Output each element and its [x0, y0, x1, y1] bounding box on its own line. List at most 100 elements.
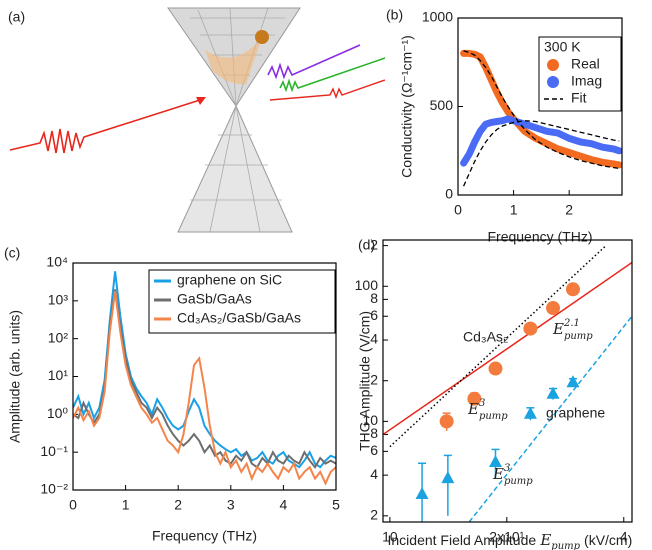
y-tick-label: 1000 [422, 9, 453, 25]
symbol-sub: pump [504, 476, 533, 487]
x-axis-label: Incident Field Amplitude Epump (kV/cm) [388, 531, 633, 550]
x-axis-label: Frequency (THz) [152, 528, 257, 544]
fermi-surface [205, 37, 262, 85]
symbol-base: E [552, 320, 564, 338]
y-tick-label: 10⁻¹ [40, 443, 68, 459]
y-tick-label: 100 [355, 277, 379, 293]
y-tick-label: 6 [370, 307, 378, 323]
data-point [546, 301, 561, 316]
dirac-cone-illustration: (a) [8, 7, 386, 233]
y-tick-label: 10⁻² [40, 481, 68, 497]
y-tick-label: 2 [370, 236, 378, 252]
x-tick-label: 2x10¹ [489, 529, 524, 545]
y-tick-label: 2 [370, 371, 378, 387]
data-point [523, 406, 537, 419]
y-tick-label: 500 [430, 97, 454, 113]
symbol-sub: pump [551, 541, 580, 550]
symbol-sub: pump [564, 331, 593, 342]
fit-line [468, 315, 632, 522]
legend-label: graphene on SiC [177, 272, 282, 288]
fit-line [389, 245, 607, 448]
electron [255, 30, 269, 44]
arrowhead [196, 97, 206, 105]
data-point [439, 414, 454, 429]
y-axis-label: THG Amplitude (V/cm) [357, 311, 373, 451]
data-point [523, 321, 538, 336]
data-point [566, 375, 580, 388]
third-harmonic-wave [267, 44, 361, 80]
legend-marker [547, 76, 559, 88]
panel: (b) 0 1 2 0 500 1000 Frequency (THz) Conductivit… [386, 7, 623, 245]
symbol-sup: 2.1 [563, 318, 580, 329]
annotation: graphene [546, 405, 605, 421]
series-line [73, 291, 336, 486]
legend-label: GaSb/GaAs [177, 291, 252, 307]
legend-label: Cd₃As₂/GaSb/GaAs [177, 310, 301, 326]
annotation: Cd₃As₂ [463, 329, 508, 345]
symbol-sup: 3 [479, 398, 485, 409]
legend-label: Real [571, 56, 600, 72]
plot-frame [382, 239, 633, 523]
fit-line [383, 261, 632, 436]
x-tick-label: 2 [174, 497, 182, 513]
math-symbol: E2.1 pump [552, 318, 593, 342]
math-symbol: E3 pump [467, 398, 508, 422]
transmitted-wave [269, 79, 386, 101]
legend-box [148, 269, 336, 334]
y-tick-label: 10⁰ [47, 405, 69, 421]
panel-label: (c) [4, 245, 20, 261]
plot-frame [72, 262, 337, 491]
legend-label: Fit [571, 90, 587, 106]
data-point [441, 471, 455, 484]
panel-label: (d) [358, 237, 375, 253]
y-tick-label: 0 [445, 186, 453, 202]
incident-wave [9, 99, 201, 154]
series-line [463, 120, 620, 187]
x-tick-label: 0 [454, 202, 462, 218]
x-tick-label: 3 [227, 497, 235, 513]
y-tick-label: 10³ [48, 292, 69, 308]
y-tick-label: 10 [362, 412, 378, 428]
data-point [415, 487, 429, 500]
data-point [467, 391, 482, 406]
x-axis-label: Frequency (THz) [487, 229, 592, 245]
legend-marker [547, 59, 559, 71]
cone-mesh [190, 105, 282, 233]
series-line [73, 271, 336, 469]
symbol-base: E [539, 531, 551, 549]
x-label-text: Incident Field Amplitude [388, 532, 537, 548]
x-tick-label: 10 [382, 529, 398, 545]
y-axis-label: Conductivity (Ω⁻¹cm⁻¹) [399, 35, 415, 178]
legend-title: 300 K [544, 39, 581, 55]
math-symbol: E3 pump [492, 463, 533, 487]
y-tick-label: 10⁴ [46, 254, 68, 270]
data-point [546, 386, 560, 399]
data-point [488, 361, 503, 376]
y-tick-label: 4 [370, 466, 378, 482]
symbol-base: E [492, 465, 504, 483]
symbol-sup: 3 [504, 463, 510, 474]
symbol-sub: pump [479, 411, 508, 422]
symbol-base: E [467, 400, 479, 418]
x-tick-label: 4 [620, 529, 628, 545]
y-tick-label: 8 [370, 425, 378, 441]
x-tick-label: 1 [510, 202, 518, 218]
x-label-unit: (kV/cm) [584, 532, 632, 548]
series-line [463, 50, 620, 170]
harmonic-wave [279, 57, 386, 93]
x-tick-label: 1 [122, 497, 130, 513]
y-tick-label: 6 [370, 442, 378, 458]
x-tick-label: 0 [69, 497, 77, 513]
panel-label: (b) [386, 7, 403, 23]
y-tick-label: 4 [370, 331, 378, 347]
y-tick-label: 10¹ [48, 367, 69, 383]
y-tick-label: 10² [48, 329, 69, 345]
x-tick-label: 5 [332, 497, 340, 513]
panel-label: (a) [8, 9, 25, 25]
panel: (c) 0 1 2 3 4 5 10⁻² 10⁻¹ 10⁰ 10¹ 10² 10³ 10⁴ Frequenc… [4, 245, 340, 544]
y-tick-label: 8 [370, 290, 378, 306]
x-tick-label: 4 [280, 497, 288, 513]
y-axis-label: Amplitude (arb. units) [7, 310, 23, 443]
